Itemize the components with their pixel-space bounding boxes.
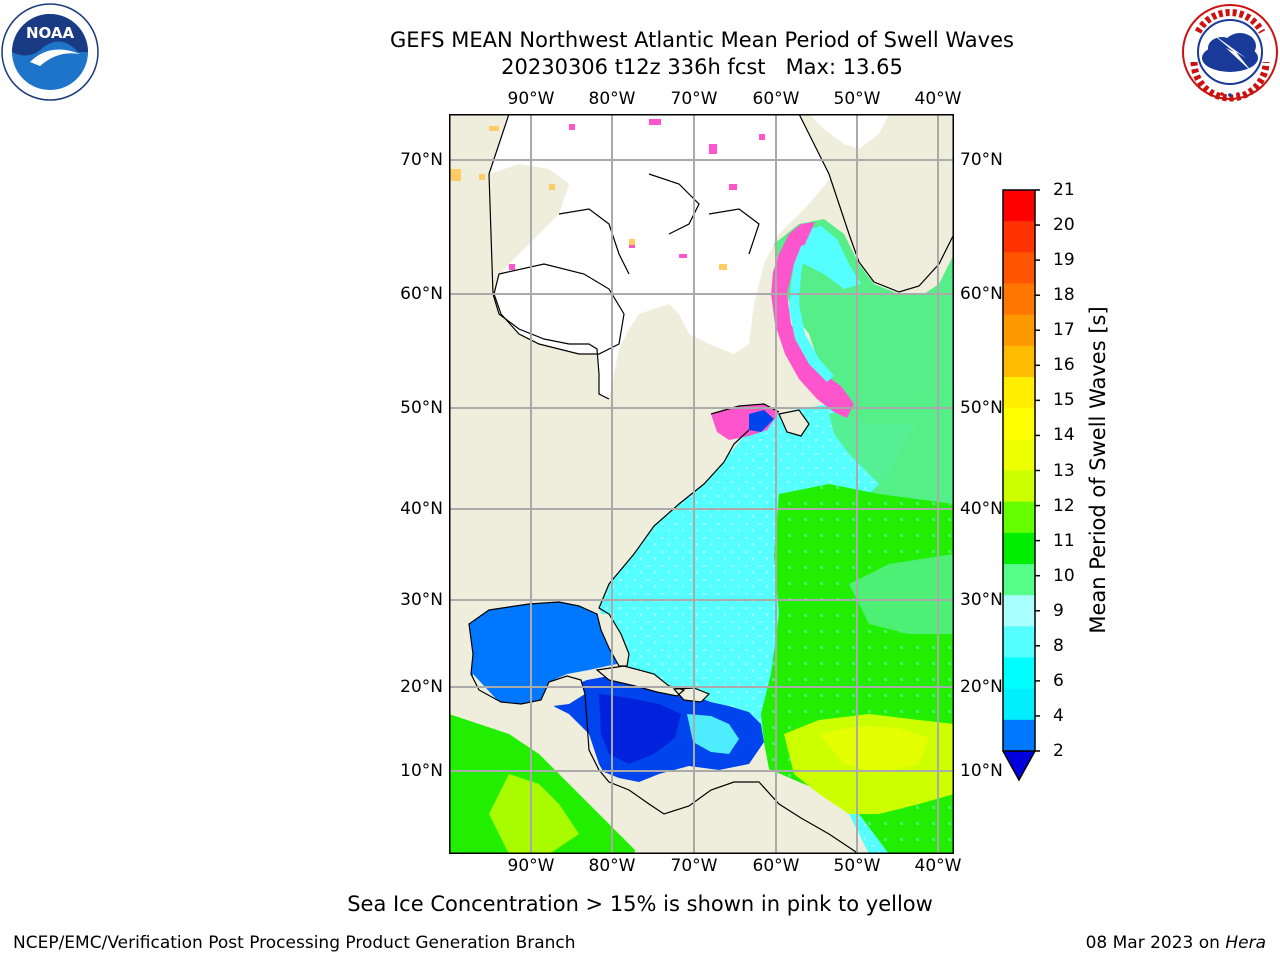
- lon-label-top-50w: 50°W: [833, 89, 881, 109]
- south-america: [634, 782, 859, 854]
- colorbar-band: [1003, 377, 1035, 409]
- lat-label-left-70n: 70°N: [400, 150, 443, 170]
- map-frame: [449, 114, 954, 854]
- cuba: [597, 666, 684, 696]
- colorbar-band: [1003, 283, 1035, 316]
- lon-label-bottom-50w: 50°W: [833, 856, 881, 876]
- lon-label-top-40w: 40°W: [914, 89, 962, 109]
- lon-label-bottom-40w: 40°W: [914, 856, 962, 876]
- colorbar-tick-label: 12: [1053, 495, 1075, 516]
- run-date-credit: 08 Mar 2023 on Hera: [1086, 933, 1266, 953]
- lat-label-left-30n: 30°N: [400, 590, 443, 610]
- colorbar-band: [1003, 719, 1035, 752]
- north-america: [449, 114, 749, 714]
- lat-label-left-60n: 60°N: [400, 284, 443, 304]
- gulf-of-mexico: [469, 602, 627, 704]
- colorbar-tick-label: 15: [1053, 390, 1075, 411]
- colorbar-band: [1003, 657, 1035, 690]
- noaa-logo-text: NOAA: [26, 24, 75, 42]
- colorbar-tick-label: 9: [1053, 600, 1064, 621]
- lon-label-top-70w: 70°W: [670, 89, 718, 109]
- lat-label-right-60n: 60°N: [960, 284, 1003, 304]
- colorbar-label: Mean Period of Swell Waves [s]: [1086, 306, 1110, 634]
- colorbar-tick-label: 8: [1053, 635, 1064, 656]
- colorbar-tick-label: 4: [1053, 705, 1064, 726]
- map-subtitle: 20230306 t12z 336h fcst Max: 13.65: [501, 55, 903, 79]
- colorbar-tick-label: 20: [1053, 215, 1075, 236]
- lon-label-top-90w: 90°W: [507, 89, 555, 109]
- colorbar-band: [1003, 221, 1035, 253]
- colorbar-tick-label: 13: [1053, 460, 1075, 481]
- run-date: 08 Mar 2023 on: [1085, 933, 1226, 953]
- lon-label-bottom-70w: 70°W: [670, 856, 718, 876]
- colorbar-band: [1003, 252, 1035, 284]
- colorbar-under-triangle: [1003, 751, 1035, 780]
- colorbar-tick-label: 2: [1053, 741, 1064, 761]
- lon-label-bottom-60w: 60°W: [752, 856, 800, 876]
- lat-label-left-20n: 20°N: [400, 677, 443, 697]
- sea-ice-footnote: Sea Ice Concentration > 15% is shown in …: [347, 892, 933, 916]
- colorbar-tick-label: 16: [1053, 355, 1075, 376]
- lat-label-right-10n: 10°N: [960, 761, 1003, 781]
- colorbar-tick-label: 14: [1053, 425, 1075, 446]
- colorbar-band: [1003, 190, 1035, 222]
- lat-label-right-30n: 30°N: [960, 590, 1003, 610]
- colorbar-tick-label: 18: [1053, 285, 1075, 306]
- swell-period-map: [449, 114, 954, 854]
- colorbar-tick-label: 21: [1053, 180, 1075, 200]
- colorbar-bands: [1003, 190, 1035, 752]
- lat-label-left-10n: 10°N: [400, 761, 443, 781]
- colorbar-band: [1003, 439, 1035, 471]
- sea-ice-arctic: [509, 119, 765, 270]
- lon-label-bottom-80w: 80°W: [588, 856, 636, 876]
- lon-label-top-60w: 60°W: [752, 89, 800, 109]
- lat-label-left-40n: 40°N: [400, 499, 443, 519]
- colorbar-band: [1003, 532, 1035, 565]
- host-name: Hera: [1225, 933, 1266, 953]
- graticule: [449, 114, 954, 854]
- map-title: GEFS MEAN Northwest Atlantic Mean Period…: [390, 28, 1014, 52]
- lat-label-right-40n: 40°N: [960, 499, 1003, 519]
- colorbar-band: [1003, 314, 1035, 347]
- colorbar-tick-label: 17: [1053, 320, 1075, 341]
- colorbar-band: [1003, 564, 1035, 596]
- lat-label-left-50n: 50°N: [400, 398, 443, 418]
- lon-label-top-80w: 80°W: [588, 89, 636, 109]
- colorbar-band: [1003, 626, 1035, 658]
- colorbar-band: [1003, 345, 1035, 378]
- lat-label-right-20n: 20°N: [960, 677, 1003, 697]
- nws-logo: [1182, 4, 1278, 102]
- colorbar-band: [1003, 595, 1035, 627]
- noaa-logo: NOAA: [1, 3, 99, 101]
- greenland: [799, 114, 954, 292]
- colorbar-tick-label: 10: [1053, 565, 1075, 586]
- colorbar-band: [1003, 501, 1035, 534]
- lat-label-right-50n: 50°N: [960, 398, 1003, 418]
- lon-label-bottom-90w: 90°W: [507, 856, 555, 876]
- colorbar-tick-label: 6: [1053, 670, 1064, 691]
- coastlines: [468, 114, 954, 854]
- colorbar-tick-label: 19: [1053, 250, 1075, 271]
- sea-ice-labrador: [771, 222, 854, 418]
- colorbar: [1002, 189, 1040, 782]
- colorbar-band: [1003, 688, 1035, 721]
- colorbar-tick-label: 11: [1053, 530, 1075, 551]
- producer-credit: NCEP/EMC/Verification Post Processing Pr…: [13, 933, 576, 953]
- lat-label-right-70n: 70°N: [960, 150, 1003, 170]
- colorbar-band: [1003, 408, 1035, 440]
- colorbar-band: [1003, 470, 1035, 503]
